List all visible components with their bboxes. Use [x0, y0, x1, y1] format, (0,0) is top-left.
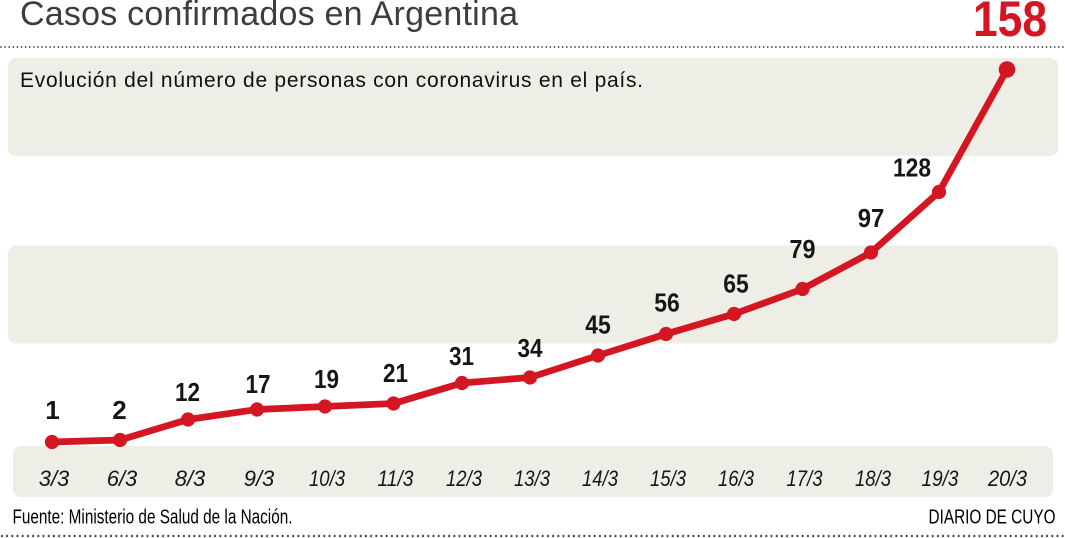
svg-text:Evolución del número de person: Evolución del número de personas con cor…: [20, 69, 643, 92]
svg-text:19/3: 19/3: [922, 466, 960, 491]
svg-text:128: 128: [893, 153, 931, 183]
svg-text:56: 56: [654, 287, 680, 317]
svg-text:34: 34: [518, 333, 543, 363]
svg-text:45: 45: [585, 310, 611, 340]
svg-text:13/3: 13/3: [514, 466, 551, 491]
svg-text:15/3: 15/3: [650, 466, 687, 491]
svg-text:18/3: 18/3: [855, 466, 892, 491]
svg-text:17/3: 17/3: [787, 466, 824, 491]
svg-text:158: 158: [973, 0, 1047, 47]
svg-text:12: 12: [175, 377, 200, 407]
svg-text:2: 2: [112, 395, 126, 425]
svg-text:97: 97: [858, 203, 885, 233]
svg-text:14/3: 14/3: [582, 466, 619, 491]
svg-text:21: 21: [383, 358, 408, 388]
svg-text:17: 17: [246, 369, 271, 399]
svg-text:11/3: 11/3: [378, 466, 415, 491]
svg-text:Casos confirmados en Argentina: Casos confirmados en Argentina: [20, 0, 518, 33]
svg-text:12/3: 12/3: [446, 466, 483, 491]
svg-text:31: 31: [449, 341, 474, 371]
svg-text:10/3: 10/3: [309, 466, 346, 491]
svg-text:19: 19: [314, 364, 339, 394]
svg-text:Fuente: Ministerio de Salud de: Fuente: Ministerio de Salud de la Nación…: [13, 507, 293, 529]
svg-text:1: 1: [45, 395, 59, 425]
svg-text:3/3: 3/3: [39, 466, 70, 491]
svg-text:8/3: 8/3: [175, 466, 206, 491]
svg-text:DIARIO DE CUYO: DIARIO DE CUYO: [929, 507, 1056, 529]
svg-text:20/3: 20/3: [987, 466, 1028, 491]
svg-text:9/3: 9/3: [244, 466, 275, 491]
svg-text:79: 79: [790, 234, 816, 264]
svg-text:16/3: 16/3: [718, 466, 755, 491]
svg-text:6/3: 6/3: [107, 466, 138, 491]
svg-text:65: 65: [723, 269, 749, 299]
